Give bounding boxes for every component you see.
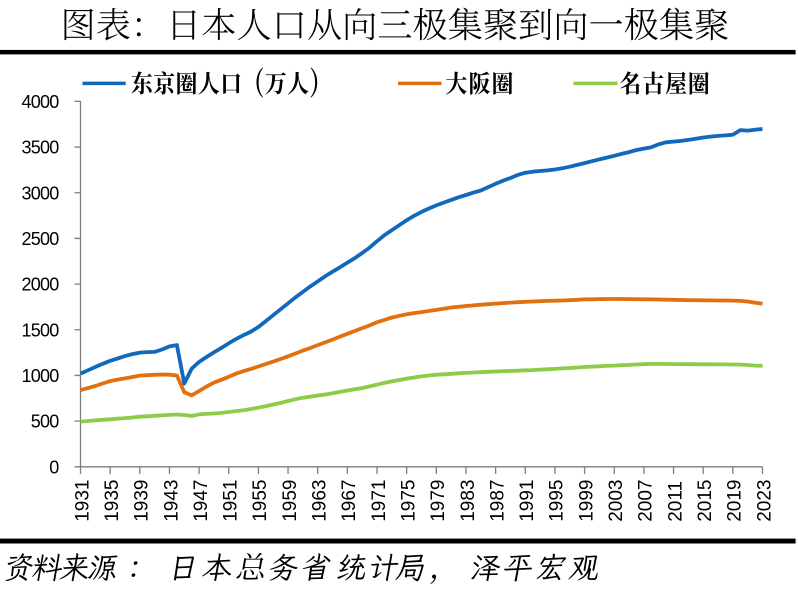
svg-text:1939: 1939 (132, 480, 153, 522)
svg-text:1947: 1947 (191, 480, 212, 522)
svg-text:1959: 1959 (280, 480, 301, 522)
svg-text:1951: 1951 (221, 480, 242, 522)
svg-text:1999: 1999 (576, 480, 597, 522)
svg-text:2007: 2007 (636, 480, 657, 522)
svg-text:0: 0 (49, 457, 59, 477)
svg-text:1935: 1935 (102, 480, 123, 522)
svg-text:2011: 2011 (665, 481, 686, 522)
svg-text:4000: 4000 (21, 92, 59, 112)
svg-text:500: 500 (31, 412, 60, 432)
svg-text:1931: 1931 (72, 480, 93, 522)
svg-text:1971: 1971 (369, 480, 390, 522)
svg-text:2019: 2019 (725, 480, 746, 522)
svg-text:3500: 3500 (21, 138, 59, 158)
svg-text:2500: 2500 (21, 229, 59, 249)
svg-text:1000: 1000 (21, 366, 59, 386)
svg-text:1955: 1955 (250, 480, 271, 522)
svg-text:1979: 1979 (428, 480, 449, 522)
svg-text:2000: 2000 (21, 275, 59, 295)
svg-text:1987: 1987 (487, 480, 508, 522)
svg-text:1943: 1943 (161, 480, 182, 522)
svg-text:1995: 1995 (547, 480, 568, 522)
svg-text:2003: 2003 (606, 480, 627, 522)
svg-text:1963: 1963 (310, 480, 331, 522)
svg-text:1500: 1500 (21, 320, 59, 340)
svg-text:1991: 1991 (517, 480, 538, 522)
svg-text:2023: 2023 (754, 480, 775, 522)
svg-text:1975: 1975 (398, 480, 419, 522)
svg-text:1983: 1983 (458, 480, 479, 522)
svg-text:1967: 1967 (339, 480, 360, 522)
svg-text:3000: 3000 (21, 183, 59, 203)
svg-text:2015: 2015 (695, 480, 716, 522)
